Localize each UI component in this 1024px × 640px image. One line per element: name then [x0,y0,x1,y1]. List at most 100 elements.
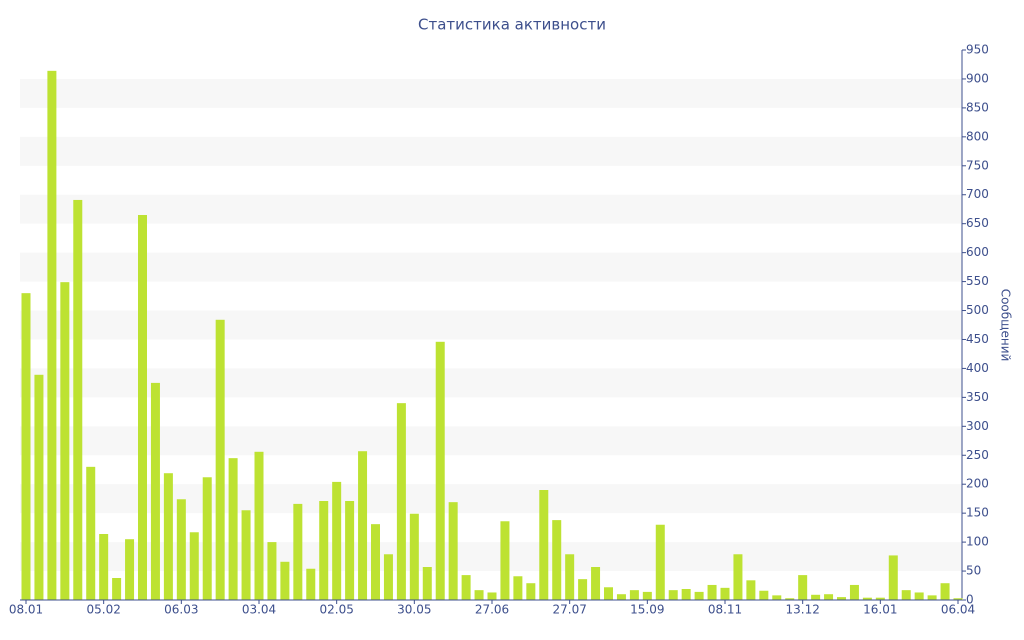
bar [772,595,782,600]
bar [849,584,859,600]
bar [914,592,924,600]
bar [396,403,406,600]
bar [332,481,342,600]
x-tick-label: 27.06 [475,603,509,617]
y-tick-label: 100 [966,535,989,549]
bar [358,451,368,600]
bar [642,591,652,600]
x-tick-label: 27.07 [552,603,586,617]
bar [99,534,109,600]
bar [21,293,31,600]
grid-band [20,484,962,514]
y-tick-label: 450 [966,332,989,346]
y-tick-label: 50 [966,564,981,578]
bar [176,499,186,600]
grid-band [20,542,962,572]
bar [293,503,303,600]
bar [552,520,562,600]
bar [60,282,70,600]
bar [953,598,963,600]
bar [604,587,613,600]
bar [500,521,510,600]
bar [513,576,523,600]
bar [306,568,316,600]
bar [565,554,575,600]
bar [901,590,911,600]
y-tick-label: 950 [966,43,989,57]
bar [383,554,393,600]
y-tick-label: 250 [966,448,989,462]
bar [875,597,885,600]
bar [862,597,872,600]
grid-band [20,368,962,398]
bar [138,215,147,600]
grid-band [20,252,962,282]
y-tick-label: 750 [966,158,989,172]
y-tick-label: 400 [966,361,989,375]
y-tick-label: 0 [966,593,974,607]
y-tick-label: 600 [966,245,989,259]
bar [267,542,277,600]
bar [254,451,264,600]
bar [811,594,821,600]
x-tick-label: 13.12 [785,603,819,617]
bar [629,590,639,600]
bar [694,591,704,600]
bar [681,589,691,600]
bar [824,594,834,600]
bar [112,578,122,600]
grid-band [20,194,962,224]
grid-band [20,136,962,166]
y-tick-label: 550 [966,274,989,288]
bar [448,502,458,600]
y-tick-label: 300 [966,419,989,433]
x-tick-label: 15.09 [630,603,664,617]
y-axis-label: Сообщений [999,289,1013,362]
bar [202,477,212,600]
bar [578,579,588,600]
grid-band [20,78,962,108]
x-tick-label: 05.02 [86,603,120,617]
bar [798,575,808,600]
bar [422,567,432,600]
bar [241,510,251,600]
y-tick-label: 800 [966,129,989,143]
bar [461,575,471,600]
grid-band [20,310,962,340]
bar [125,539,135,600]
y-tick-label: 200 [966,477,989,491]
y-tick-label: 700 [966,187,989,201]
bar [163,473,173,600]
bar [526,583,536,600]
y-tick-label: 850 [966,100,989,114]
bar [927,595,937,600]
bar [655,524,665,600]
x-tick-label: 30.05 [397,603,431,617]
bar [371,524,380,600]
bar [668,590,678,600]
bar [539,490,549,600]
y-tick-label: 150 [966,506,989,520]
grid-band [20,426,962,456]
chart-title: Статистика активности [418,16,606,34]
bar [150,382,160,600]
bar [215,319,225,600]
bar [319,501,329,600]
bar [888,555,898,600]
x-tick-label: 06.03 [164,603,198,617]
bar [409,513,419,600]
bar [228,458,238,600]
bar [733,554,743,600]
bar [940,583,950,600]
y-tick-label: 500 [966,303,989,317]
bar [591,567,601,600]
bar [280,561,290,600]
bar [86,466,96,600]
bar [759,590,769,600]
x-tick-label: 08.11 [708,603,742,617]
bar [189,532,199,600]
bar [345,501,355,600]
y-tick-label: 650 [966,216,989,230]
bar [487,592,497,600]
x-tick-label: 06.04 [941,603,975,617]
